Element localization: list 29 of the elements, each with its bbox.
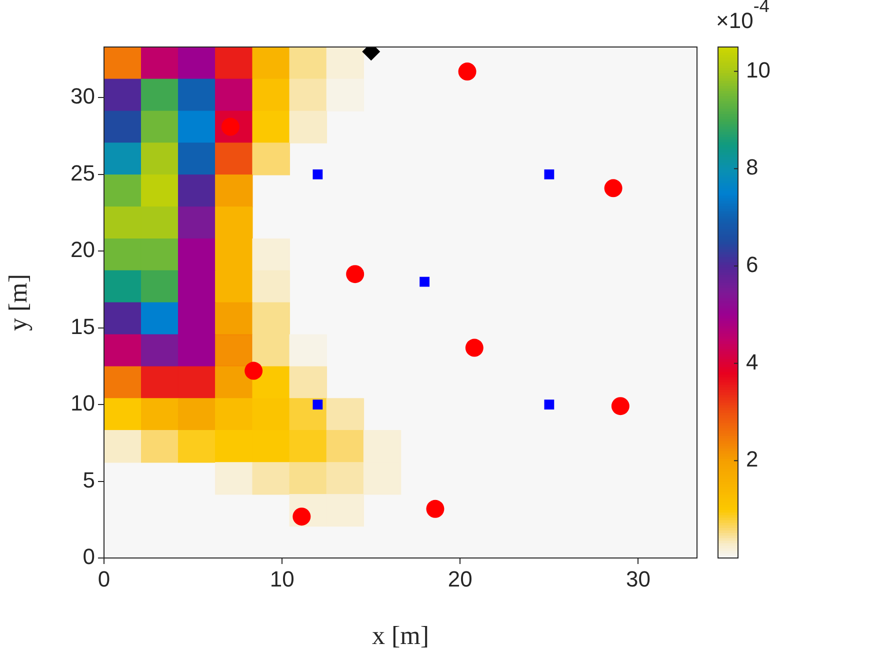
- point: [244, 362, 263, 380]
- y-tick-label: 0: [82, 544, 95, 570]
- y-tick-label: 20: [70, 237, 95, 262]
- point: [604, 179, 622, 198]
- y-tick-label: 5: [82, 467, 95, 492]
- point: [465, 338, 484, 357]
- x-axis-title: x [m]: [372, 621, 430, 650]
- x-tick-label: 10: [270, 566, 294, 592]
- color-bar-label: 8: [746, 154, 758, 180]
- point: [544, 169, 554, 180]
- y-axis-title: y [m]: [3, 274, 32, 332]
- color-bar-label: 6: [746, 252, 758, 278]
- color-bar-label: 2: [746, 446, 758, 472]
- point: [426, 500, 444, 518]
- y-tick-label: 15: [70, 314, 95, 339]
- point: [346, 265, 364, 284]
- point: [458, 62, 476, 81]
- color-bar-label: 4: [746, 349, 758, 374]
- point: [312, 400, 323, 410]
- point: [544, 400, 554, 410]
- y-tick-label: 25: [70, 160, 95, 186]
- y-tick-label: 10: [70, 390, 95, 416]
- point: [420, 276, 430, 287]
- y-tick-label: 30: [70, 84, 95, 109]
- point: [611, 397, 630, 416]
- point: [312, 169, 323, 180]
- x-tick-label: 20: [448, 566, 472, 592]
- color-bar-label: 10: [746, 57, 770, 82]
- x-tick-label: 30: [626, 566, 650, 592]
